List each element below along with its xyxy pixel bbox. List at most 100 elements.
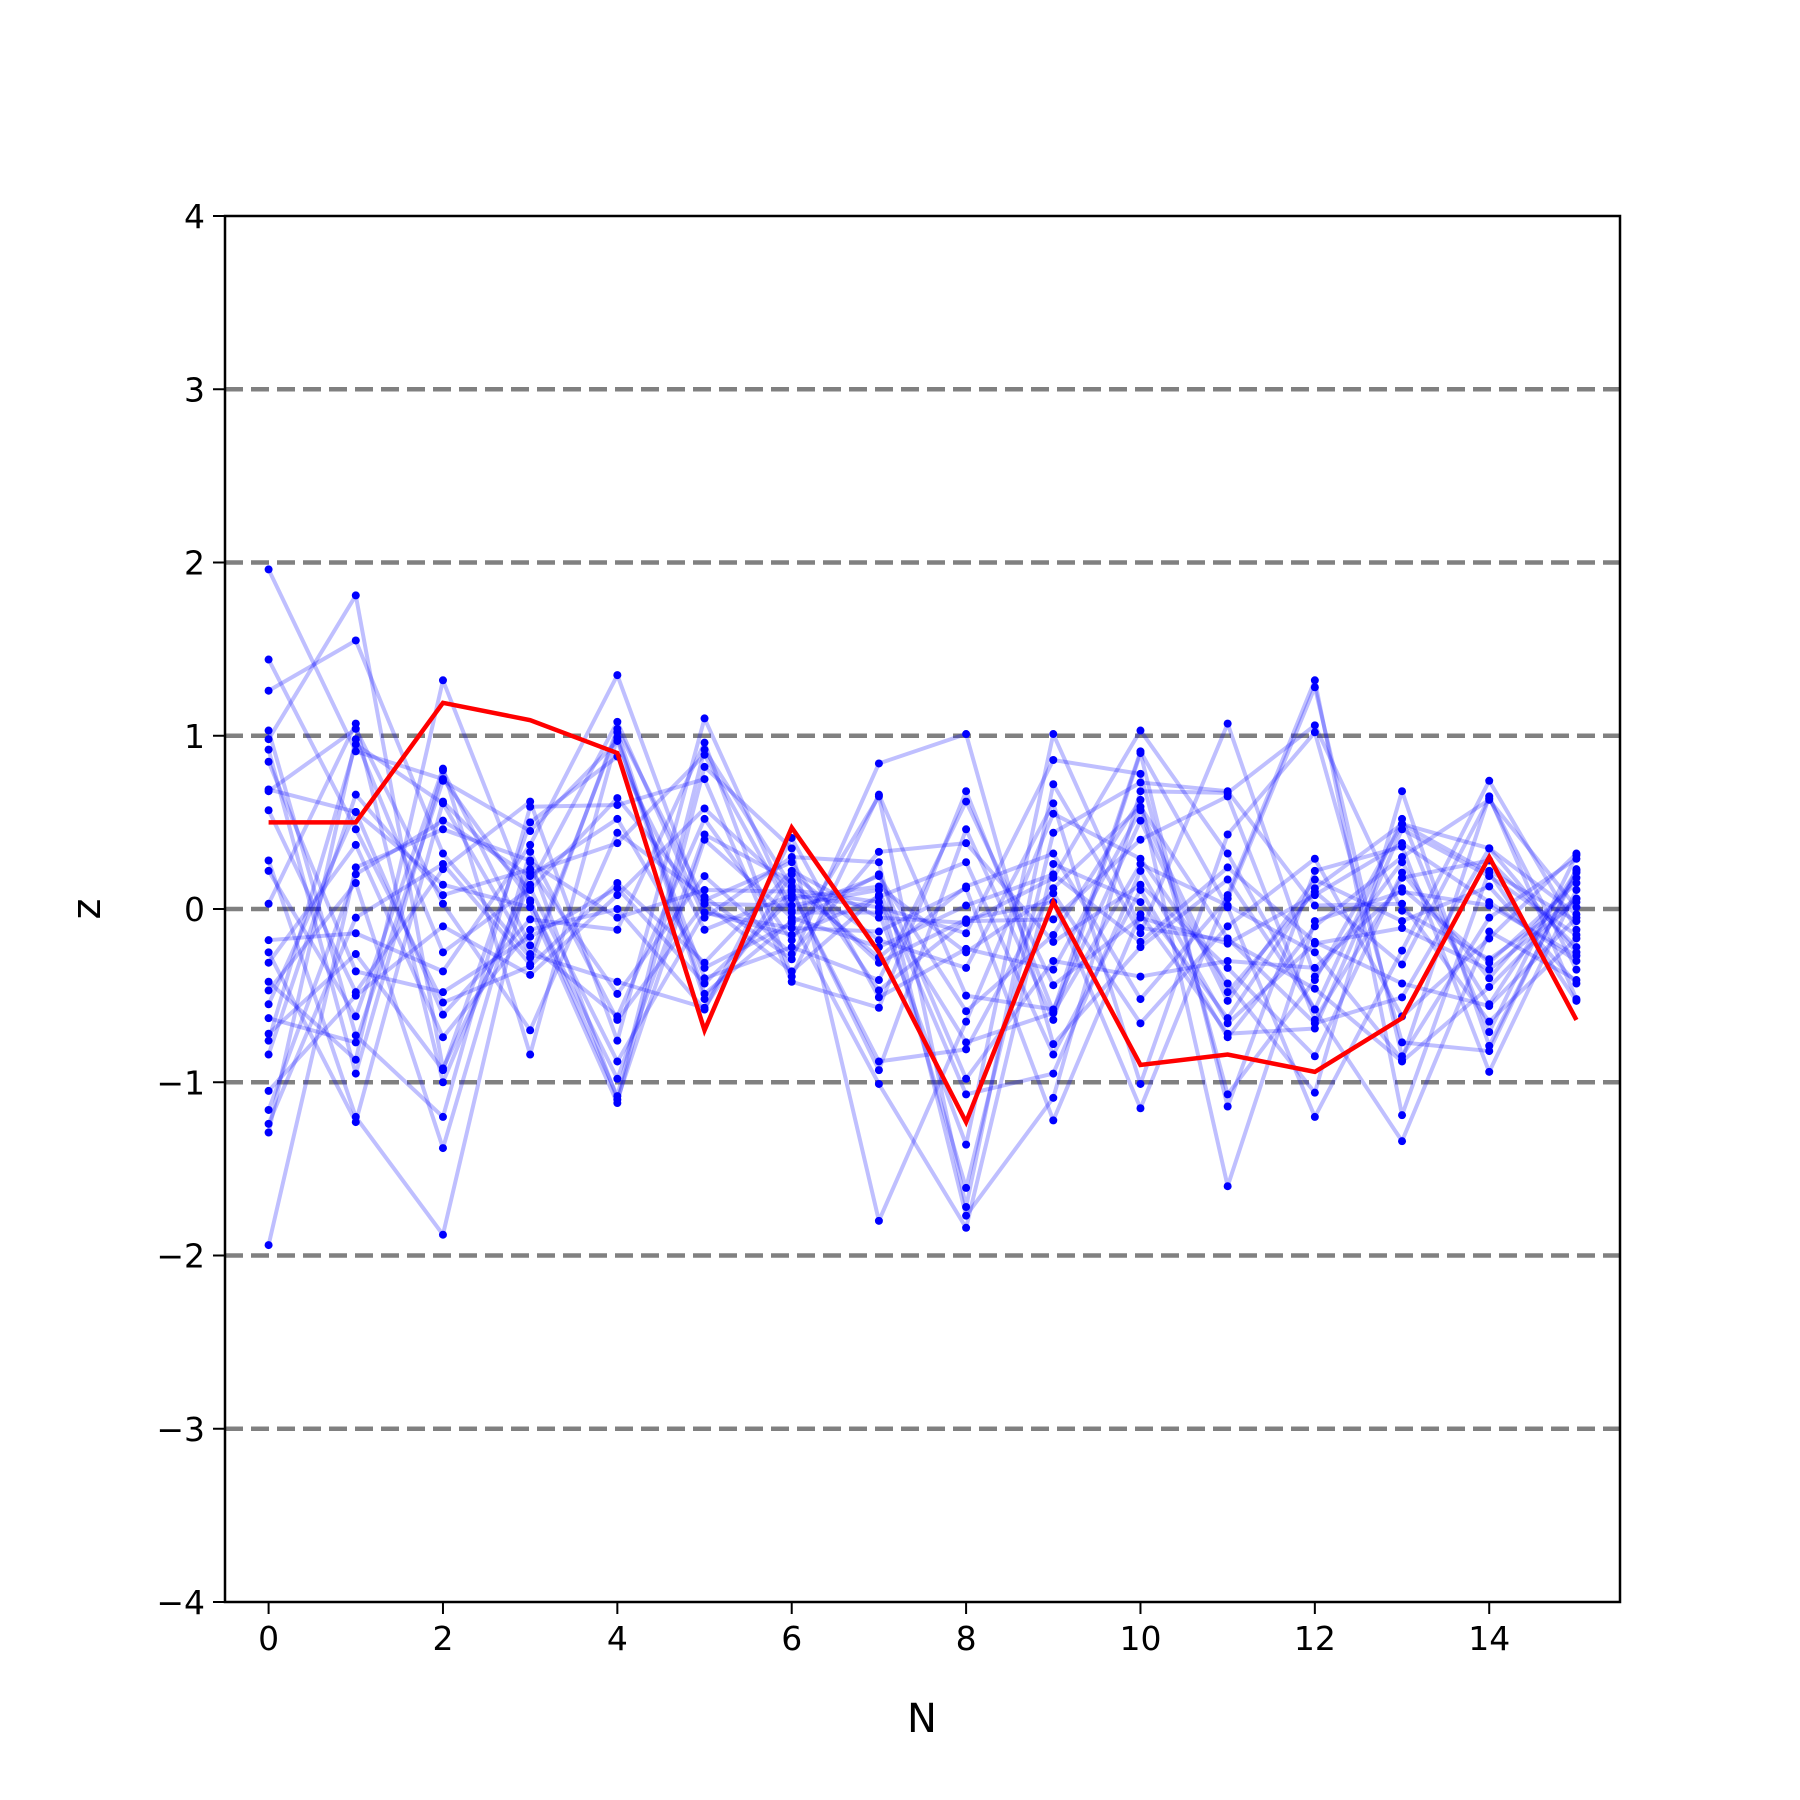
y-tick-label: 3 <box>184 370 205 409</box>
sample-point <box>1398 820 1407 829</box>
sample-point <box>962 1140 971 1149</box>
sample-point <box>1310 901 1319 910</box>
sample-series-points <box>264 565 1581 1250</box>
y-tick-label: 1 <box>184 717 205 756</box>
sample-point <box>1049 1093 1058 1102</box>
sample-point <box>1223 1182 1232 1191</box>
sample-point <box>1310 1005 1319 1014</box>
sample-point <box>526 818 535 827</box>
sample-point <box>526 1026 535 1035</box>
sample-point <box>351 735 360 744</box>
sample-point <box>1398 839 1407 848</box>
sample-point <box>1310 875 1319 884</box>
sample-point <box>700 1003 709 1012</box>
sample-series-line <box>266 716 1578 1189</box>
sample-point <box>1398 993 1407 1002</box>
sample-point <box>874 892 883 901</box>
sample-point <box>962 1017 971 1026</box>
sample-point <box>351 870 360 879</box>
sample-point <box>438 967 447 976</box>
sample-point <box>874 1216 883 1225</box>
sample-point <box>1572 873 1581 882</box>
sample-series-line <box>268 764 1579 1223</box>
sample-point <box>1136 880 1145 889</box>
sample-point <box>264 866 273 875</box>
sample-point <box>1049 1050 1058 1059</box>
sample-point <box>264 806 273 815</box>
sample-series-line <box>266 721 1579 1209</box>
sample-point <box>1310 854 1319 863</box>
sample-point <box>787 870 796 879</box>
y-tick-label: −1 <box>156 1063 205 1102</box>
sample-point <box>613 891 622 900</box>
sample-point <box>962 1045 971 1054</box>
sample-point <box>1049 965 1058 974</box>
sample-point <box>613 913 622 922</box>
sample-point <box>1485 882 1494 891</box>
sample-point <box>438 849 447 858</box>
sample-point <box>962 858 971 867</box>
sample-point <box>264 856 273 865</box>
sample-point <box>1310 728 1319 737</box>
sample-point <box>1049 828 1058 837</box>
sample-series-line <box>267 849 1578 1151</box>
sample-point <box>787 844 796 853</box>
sample-point <box>1223 901 1232 910</box>
sample-point <box>264 1105 273 1114</box>
x-tick-label: 12 <box>1294 1619 1336 1658</box>
sample-point <box>526 915 535 924</box>
sample-point <box>1049 849 1058 858</box>
sample-point <box>438 764 447 773</box>
sample-point <box>700 885 709 894</box>
sample-point <box>264 1241 273 1250</box>
sample-point <box>1049 889 1058 898</box>
sample-point <box>1136 866 1145 875</box>
sample-point <box>1485 1028 1494 1037</box>
sample-point <box>1485 866 1494 875</box>
highlight-series <box>268 700 1579 1128</box>
sample-point <box>264 986 273 995</box>
y-tick-label: −2 <box>156 1237 205 1276</box>
sample-point <box>613 828 622 837</box>
sample-point <box>1485 927 1494 936</box>
sample-point <box>351 1031 360 1040</box>
sample-point <box>613 736 622 745</box>
sample-point <box>874 847 883 856</box>
sample-series-lines <box>266 568 1579 1246</box>
sample-point <box>526 797 535 806</box>
sample-point <box>1223 1019 1232 1028</box>
sample-point <box>351 825 360 834</box>
sample-point <box>438 1010 447 1019</box>
sample-point <box>351 840 360 849</box>
sample-point <box>613 801 622 810</box>
sample-point <box>264 958 273 967</box>
sample-point <box>351 1069 360 1078</box>
sample-point <box>351 719 360 728</box>
sample-point <box>1398 906 1407 915</box>
sample-point <box>700 750 709 759</box>
sample-point <box>1310 976 1319 985</box>
sample-point <box>613 794 622 803</box>
sample-point <box>1049 799 1058 808</box>
sample-point <box>1223 996 1232 1005</box>
sample-point <box>962 1202 971 1211</box>
x-tick-label: 0 <box>258 1619 279 1658</box>
sample-series-line <box>266 737 1578 1133</box>
sample-point <box>613 977 622 986</box>
sample-series-line <box>266 726 1578 1125</box>
sample-point <box>1049 870 1058 879</box>
sample-point <box>1398 787 1407 796</box>
sample-point <box>1485 965 1494 974</box>
sample-point <box>1223 891 1232 900</box>
sample-point <box>962 884 971 893</box>
sample-point <box>700 804 709 813</box>
sample-series-line <box>266 804 1578 1237</box>
sample-series-line <box>267 726 1578 1144</box>
sample-point <box>526 865 535 874</box>
sample-point <box>874 1079 883 1088</box>
sample-point <box>1136 1019 1145 1028</box>
sample-point <box>1572 849 1581 858</box>
sample-point <box>962 1038 971 1047</box>
sample-point <box>264 1029 273 1038</box>
sample-point <box>438 891 447 900</box>
